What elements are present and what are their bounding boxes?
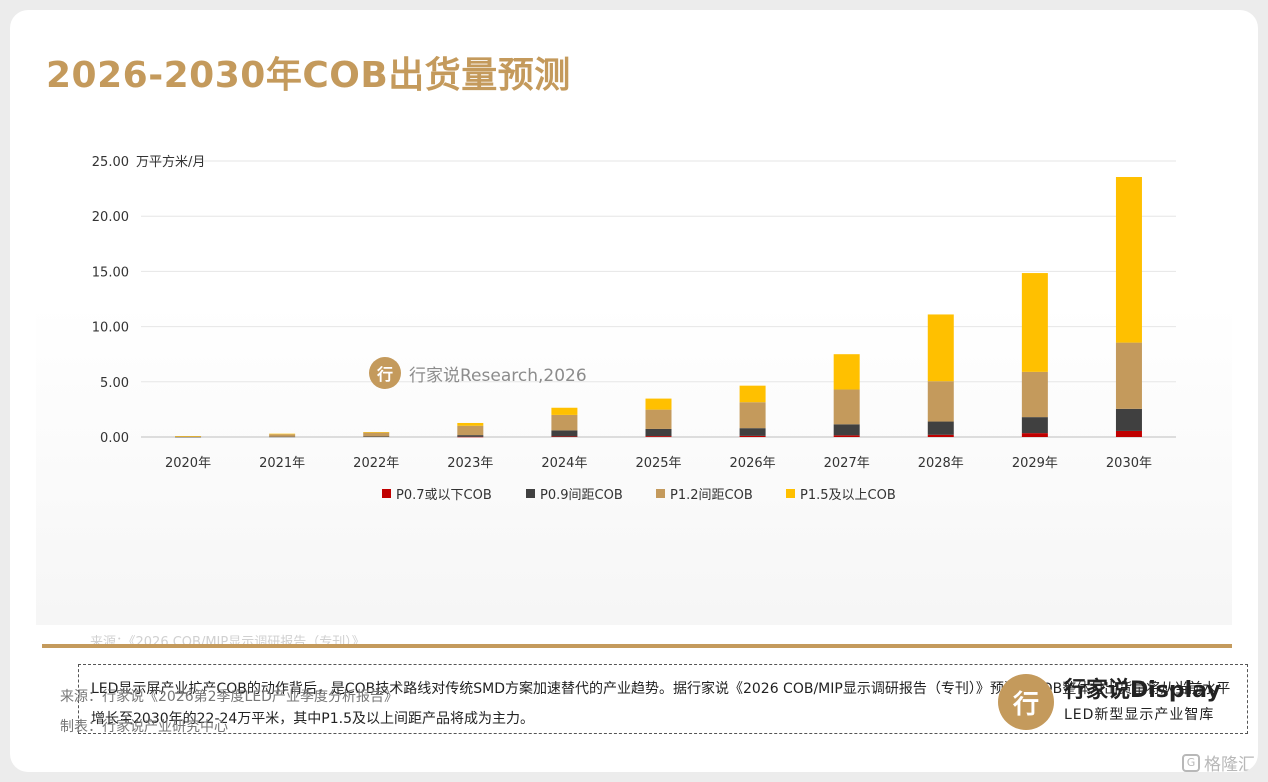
bar-segment bbox=[175, 436, 202, 438]
bar-segment bbox=[1115, 430, 1142, 437]
footer-divider bbox=[42, 644, 1232, 648]
bar-segment bbox=[927, 421, 954, 435]
bar-segment bbox=[457, 436, 484, 438]
y-tick-label: 15.00 bbox=[92, 265, 129, 280]
legend-swatch bbox=[526, 489, 535, 498]
bar-segment bbox=[457, 435, 484, 437]
x-tick-label: 2023年 bbox=[447, 456, 493, 471]
brand-logo-icon: 行 bbox=[998, 674, 1054, 730]
bar-segment bbox=[833, 389, 860, 425]
bar-segment bbox=[457, 422, 484, 426]
legend-swatch bbox=[382, 489, 391, 498]
bar-segment bbox=[269, 434, 296, 437]
bar-segment bbox=[739, 428, 766, 436]
x-tick-label: 2021年 bbox=[259, 456, 305, 471]
x-tick-label: 2024年 bbox=[541, 456, 587, 471]
x-tick-label: 2025年 bbox=[635, 456, 681, 471]
bar-segment bbox=[1115, 342, 1142, 409]
bar-segment bbox=[927, 381, 954, 422]
gelonghui-icon: G bbox=[1182, 753, 1200, 772]
bar-segment bbox=[175, 436, 202, 437]
corner-watermark: G 格隆汇 bbox=[1182, 750, 1255, 772]
bar-segment bbox=[1021, 433, 1048, 437]
bar-segment bbox=[739, 435, 766, 437]
x-tick-label: 2029年 bbox=[1012, 456, 1058, 471]
x-tick-label: 2020年 bbox=[165, 456, 211, 471]
bar-segment bbox=[927, 314, 954, 382]
bar-segment bbox=[269, 436, 296, 438]
page-title: 2026-2030年COB出货量预测 bbox=[46, 55, 571, 96]
bar-segment bbox=[645, 398, 672, 410]
bar-segment bbox=[363, 432, 390, 433]
footer-source: 来源：行家说《2026第2季度LED产业季度分析报告》 bbox=[60, 689, 398, 705]
bar-segment bbox=[739, 385, 766, 403]
bar-segment bbox=[645, 428, 672, 437]
legend-swatch bbox=[656, 489, 665, 498]
legend-label: P0.7或以下COB bbox=[396, 488, 492, 503]
corner-watermark-text: 格隆汇 bbox=[1204, 755, 1255, 772]
bar-segment bbox=[739, 402, 766, 429]
bar-segment bbox=[551, 430, 578, 437]
research-watermark: 行 行家说Research,2026 bbox=[369, 357, 587, 389]
y-tick-label: 5.00 bbox=[100, 376, 129, 391]
legend-swatch bbox=[786, 489, 795, 498]
bar-segment bbox=[1021, 417, 1048, 434]
brand-name: 行家说Display bbox=[1064, 678, 1221, 703]
legend-label: P1.2间距COB bbox=[670, 488, 753, 503]
bar-segment bbox=[833, 424, 860, 436]
y-tick-label: 20.00 bbox=[92, 210, 129, 225]
brand-block: 行 行家说Display LED新型显示产业智库 bbox=[998, 674, 1221, 730]
x-tick-label: 2022年 bbox=[353, 456, 399, 471]
y-tick-label: 25.00 bbox=[92, 155, 129, 170]
y-tick-label: 10.00 bbox=[92, 321, 129, 336]
note-box: LED显示屏产业扩产COB的动作背后，是COB技术路线对传统SMD方案加速替代的… bbox=[78, 664, 1248, 734]
bar-segment bbox=[833, 354, 860, 390]
bar-segment bbox=[833, 435, 860, 437]
watermark-text: 行家说Research,2026 bbox=[409, 365, 587, 386]
x-tick-label: 2028年 bbox=[918, 456, 964, 471]
x-tick-label: 2027年 bbox=[824, 456, 870, 471]
stacked-bar-chart: 0.00 5.00 10.00 15.00 20.00 25.00 万平方米/月 2020年 2… bbox=[92, 154, 1176, 503]
legend-label: P1.5及以上COB bbox=[800, 488, 896, 503]
bar-segment bbox=[269, 433, 296, 435]
footer-maker: 制表：行家说产业研究中心 bbox=[60, 719, 228, 735]
bar-segment bbox=[1115, 177, 1142, 343]
x-tick-label: 2026年 bbox=[730, 456, 776, 471]
watermark-logo-icon: 行 bbox=[369, 357, 401, 389]
bar-segment bbox=[551, 436, 578, 437]
bar-segment bbox=[551, 414, 578, 431]
report-card: 2026-2030年COB出货量预测 0.00 5.00 10.00 15.00 20.… bbox=[10, 10, 1258, 772]
brand-subtitle: LED新型显示产业智库 bbox=[1064, 707, 1215, 723]
bar-segment bbox=[645, 436, 672, 437]
bar-segment bbox=[1115, 408, 1142, 431]
bar-segment bbox=[363, 432, 390, 437]
bar-segment bbox=[1021, 273, 1048, 372]
chart-area: 0.00 5.00 10.00 15.00 20.00 25.00 万平方米/月 2020年 2… bbox=[36, 130, 1248, 734]
bar-segment bbox=[551, 407, 578, 415]
y-tick-label: 0.00 bbox=[100, 431, 129, 446]
legend-label: P0.9间距COB bbox=[540, 488, 623, 503]
x-tick-label: 2030年 bbox=[1106, 456, 1152, 471]
bar-segment bbox=[363, 436, 390, 437]
y-unit-label: 万平方米/月 bbox=[136, 154, 205, 170]
bar-segment bbox=[1021, 371, 1048, 418]
bar-segment bbox=[457, 425, 484, 436]
bar-segment bbox=[645, 409, 672, 429]
bar-segment bbox=[175, 436, 202, 437]
bar-segment bbox=[927, 434, 954, 437]
